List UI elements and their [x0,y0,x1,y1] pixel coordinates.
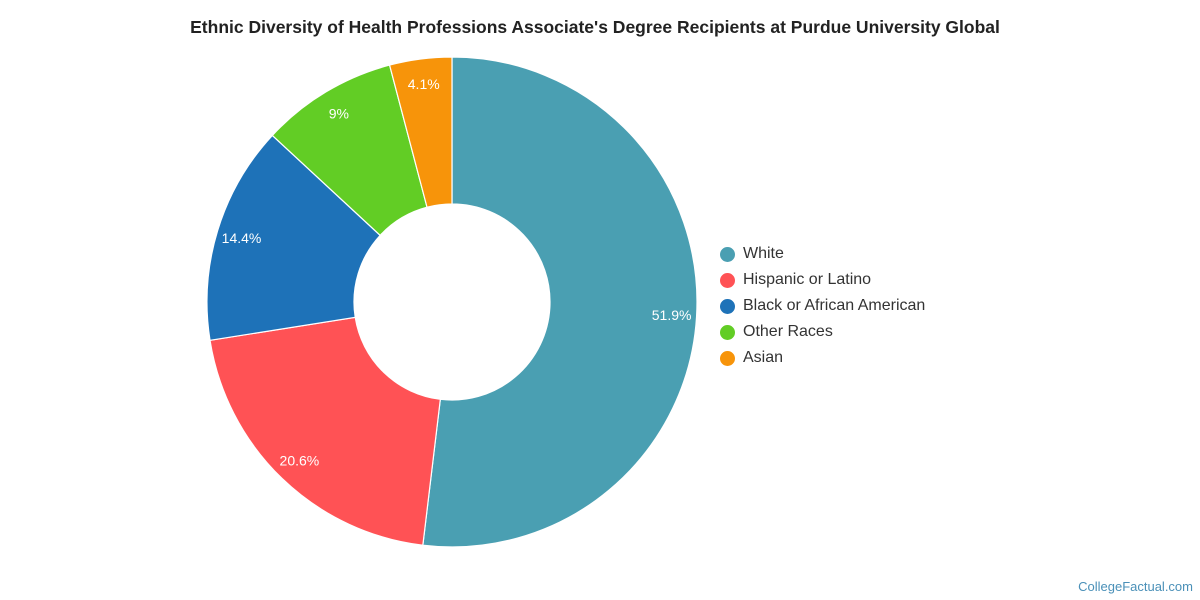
slice-value-label: 14.4% [222,230,262,246]
legend-item-white[interactable]: White [720,241,925,267]
legend-label: Asian [743,349,784,366]
legend-item-hispanic-or-latino[interactable]: Hispanic or Latino [720,267,925,293]
slice-asian[interactable] [388,56,453,208]
legend-label: Black or African American [743,297,926,314]
legend-swatch [720,272,735,288]
legend-item-asian[interactable]: Asian [720,345,925,371]
legend-swatch [720,298,735,314]
legend-swatch [720,350,735,366]
collegefactual-link[interactable]: CollegeFactual.com [1078,579,1193,594]
legend-label: White [743,245,784,262]
slice-black-or-african-american[interactable] [206,134,381,342]
slice-hispanic-or-latino[interactable] [209,316,441,546]
slice-value-label: 9% [329,105,349,121]
legend-swatch [720,324,735,340]
chart-legend: White Hispanic or Latino Black or African … [720,241,925,371]
chart-title: Ethnic Diversity of Health Professions A… [190,17,1000,37]
legend-item-black-or-african-american[interactable]: Black or African American [720,293,925,319]
slice-white[interactable] [422,56,698,548]
legend-label: Hispanic or Latino [743,271,872,288]
slice-value-label: 51.9% [652,307,692,323]
slice-value-label: 4.1% [408,76,440,92]
legend-item-other-races[interactable]: Other Races [720,319,925,345]
legend-swatch [720,246,735,262]
slice-value-label: 20.6% [280,452,320,468]
legend-label: Other Races [743,323,833,340]
